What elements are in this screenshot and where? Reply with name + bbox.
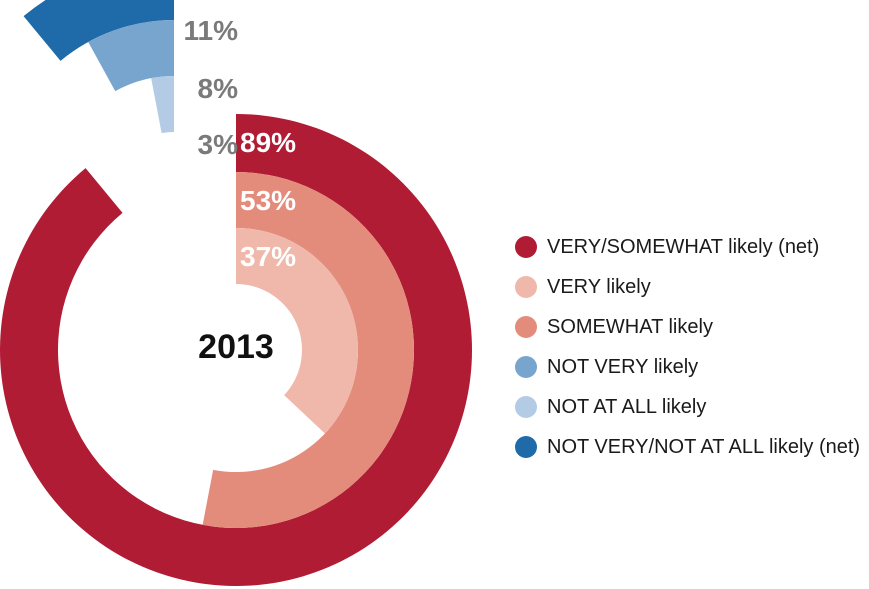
legend-label: NOT AT ALL likely: [547, 395, 707, 418]
arc-4: [88, 20, 174, 92]
legend-item: NOT AT ALL likely: [515, 387, 860, 427]
legend-item: SOMEWHAT likely: [515, 307, 860, 347]
arc-2: [236, 228, 358, 434]
legend-label: VERY likely: [547, 275, 651, 298]
value-label-5: 3%: [198, 129, 239, 160]
legend-item: NOT VERY likely: [515, 347, 860, 387]
legend-swatch: [515, 356, 537, 378]
label-group: 89% 53% 37% 11% 8% 3%: [184, 15, 297, 272]
legend-swatch: [515, 276, 537, 298]
legend-label: SOMEWHAT likely: [547, 315, 713, 338]
legend-label: NOT VERY likely: [547, 355, 699, 378]
arc-5: [151, 76, 174, 134]
legend-item: VERY/SOMEWHAT likely (net): [515, 227, 860, 267]
legend-swatch: [515, 236, 537, 258]
value-label-3: 11%: [184, 15, 239, 46]
legend-label: VERY/SOMEWHAT likely (net): [547, 235, 820, 258]
center-year-label: 2013: [198, 328, 274, 366]
arc-group: [0, 0, 472, 586]
legend: VERY/SOMEWHAT likely (net) VERY likely SOM…: [515, 227, 860, 467]
legend-swatch: [515, 396, 537, 418]
legend-swatch: [515, 436, 537, 458]
legend-item: VERY likely: [515, 267, 860, 307]
arc-1: [202, 172, 415, 528]
legend-swatch: [515, 316, 537, 338]
arc-3: [23, 0, 174, 61]
value-label-0: 89%: [240, 127, 296, 158]
legend-item: NOT VERY/NOT AT ALL likely (net): [515, 427, 860, 467]
value-label-1: 53%: [240, 185, 296, 216]
legend-label: NOT VERY/NOT AT ALL likely (net): [547, 435, 861, 458]
value-label-2: 37%: [240, 241, 296, 272]
value-label-4: 8%: [198, 73, 239, 104]
